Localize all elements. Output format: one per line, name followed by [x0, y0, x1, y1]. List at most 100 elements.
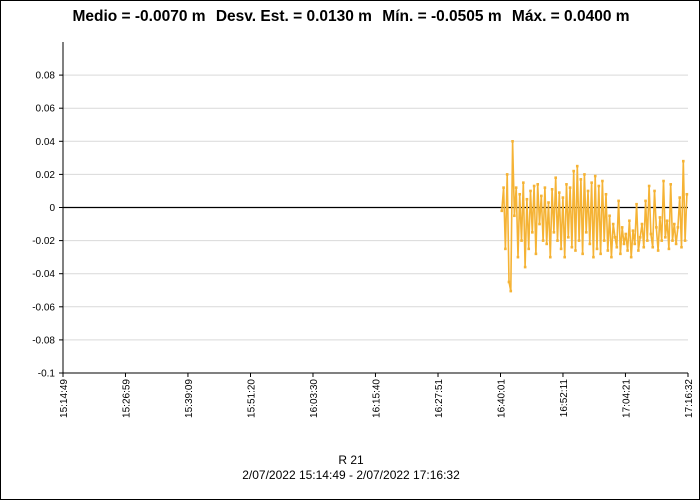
- data-point: [629, 255, 633, 259]
- data-point: [664, 235, 667, 239]
- y-tick-label: -0.06: [32, 302, 55, 313]
- data-point: [658, 216, 662, 219]
- data-point: [680, 245, 683, 249]
- x-tick-label: 16:40:01: [496, 379, 507, 418]
- x-tick-label: 16:27:51: [434, 379, 445, 418]
- data-point: [574, 249, 577, 252]
- data-point: [527, 247, 531, 251]
- x-tick-label: 16:03:30: [309, 379, 320, 418]
- data-point: [671, 239, 674, 242]
- data-point: [502, 186, 505, 189]
- data-point: [665, 219, 669, 223]
- x-tick-label: 15:14:49: [59, 379, 70, 418]
- data-point: [667, 247, 671, 251]
- data-point: [647, 184, 651, 188]
- data-point: [638, 235, 642, 239]
- data-point: [653, 189, 656, 193]
- y-tick-label: 0.08: [36, 71, 56, 82]
- data-point: [543, 186, 547, 189]
- data-point: [619, 252, 622, 256]
- data-point: [681, 159, 685, 163]
- data-point: [522, 181, 525, 184]
- series-line: [501, 140, 688, 292]
- x-tick-label: 15:39:09: [184, 379, 195, 418]
- data-point: [683, 239, 687, 242]
- data-point: [572, 169, 575, 173]
- data-point: [583, 173, 586, 176]
- title-max: Máx. = 0.0400 m: [511, 8, 630, 25]
- data-point: [547, 201, 550, 204]
- data-point: [640, 222, 644, 226]
- data-point: [662, 179, 665, 183]
- data-point: [550, 187, 554, 191]
- data-point: [678, 196, 681, 199]
- data-point: [644, 199, 647, 203]
- data-point: [674, 242, 678, 246]
- data-point: [509, 289, 513, 293]
- data-point: [534, 252, 538, 256]
- data-point: [635, 202, 638, 206]
- data-point: [570, 245, 574, 249]
- data-point: [590, 181, 593, 184]
- data-point: [602, 239, 606, 242]
- data-point: [595, 247, 599, 251]
- x-tick-label: 15:51:20: [247, 379, 258, 418]
- data-point: [611, 222, 615, 226]
- data-point: [523, 265, 527, 269]
- data-point: [520, 239, 523, 242]
- data-point: [599, 252, 602, 256]
- y-tick-label: -0.04: [32, 269, 55, 280]
- x-tick-label: 16:52:11: [559, 379, 570, 418]
- x-tick-label: 17:16:32: [684, 379, 695, 418]
- data-point: [538, 222, 541, 226]
- data-point: [505, 173, 509, 176]
- data-point: [606, 249, 610, 252]
- data-point: [615, 245, 619, 249]
- data-point: [518, 192, 522, 196]
- data-point: [556, 239, 559, 242]
- x-tick-label: 16:15:40: [371, 379, 382, 418]
- data-point: [642, 245, 646, 249]
- title-stdev: Desv. Est. = 0.0130 m: [215, 8, 372, 25]
- data-point: [620, 226, 624, 229]
- data-point: [676, 226, 680, 229]
- data-point: [631, 229, 635, 232]
- data-point: [646, 239, 649, 242]
- data-point: [649, 232, 653, 236]
- y-tick-label: -0.02: [32, 236, 55, 247]
- data-point: [669, 183, 673, 186]
- data-point: [529, 189, 532, 193]
- data-point: [511, 140, 514, 143]
- data-point: [617, 199, 620, 203]
- data-point: [552, 231, 556, 234]
- data-point: [624, 232, 628, 236]
- data-point: [525, 197, 529, 201]
- data-point: [541, 239, 545, 242]
- title-mean: Medio = -0.0070 m: [72, 8, 206, 25]
- data-point: [633, 242, 637, 246]
- data-point: [622, 242, 626, 246]
- data-point: [532, 184, 536, 188]
- data-point: [504, 247, 507, 251]
- data-point: [500, 209, 504, 213]
- data-point: [626, 249, 629, 252]
- x-tick-label: 17:04:21: [621, 379, 632, 418]
- data-point: [514, 186, 518, 189]
- y-tick-label: 0.04: [36, 137, 56, 148]
- data-point: [581, 252, 584, 256]
- data-point: [557, 191, 561, 194]
- y-tick-label: -0.1: [38, 369, 56, 380]
- y-tick-label: -0.08: [32, 335, 55, 346]
- data-point: [656, 249, 660, 252]
- data-point: [563, 255, 566, 259]
- data-point: [610, 255, 613, 259]
- data-point: [516, 255, 520, 259]
- y-tick-label: 0.06: [36, 104, 56, 115]
- data-point: [577, 239, 581, 242]
- data-point: [660, 239, 664, 242]
- data-point: [566, 235, 570, 239]
- data-point: [637, 249, 640, 252]
- y-tick-label: 0.02: [36, 170, 56, 181]
